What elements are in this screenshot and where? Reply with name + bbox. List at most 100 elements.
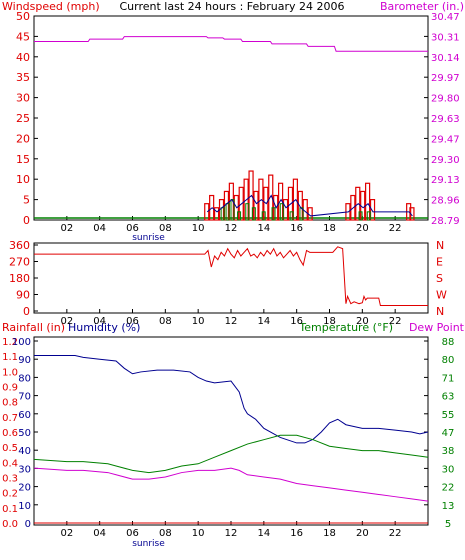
wind-ytick-label: 30 <box>16 92 30 105</box>
rain-ytick-label: 0.4 <box>2 458 18 469</box>
wind-green-bar <box>358 211 363 221</box>
humidity-ytick-label: 0 <box>25 519 31 530</box>
p3-xtick-label: 16 <box>290 528 303 539</box>
p3-xtick-label: 06 <box>126 528 139 539</box>
humidity-ytick-label: 40 <box>18 446 31 457</box>
wind-gust-bar <box>204 203 210 221</box>
baro-ytick-label: 29.13 <box>431 175 460 186</box>
wind-ytick-label: 0 <box>23 214 30 227</box>
wind-gust-bar <box>253 190 259 221</box>
compass-label: N <box>436 305 444 318</box>
temp-ytick-label: 63 <box>442 392 455 403</box>
panel2-plot: 0 N 90 W 180 S 270 E 360 N 02 04 06 08 10 12 14 16 18 20 22 <box>9 239 447 327</box>
p1-xtick-label: 12 <box>225 223 238 234</box>
wind-ytick-label: 20 <box>16 132 30 145</box>
temp-ytick-label: 5 <box>445 519 451 530</box>
p1-xtick-label: 18 <box>323 223 336 234</box>
p1-xtick-label: 08 <box>159 223 172 234</box>
humidity-ytick-label: 70 <box>18 392 31 403</box>
wind-green-bar <box>251 207 256 221</box>
wind-green-bar <box>279 203 284 221</box>
wind-gust-bar <box>209 194 215 221</box>
baro-ytick-label: 29.47 <box>431 134 460 145</box>
compass-label: W <box>436 289 447 302</box>
p3-xtick-label: 14 <box>257 528 270 539</box>
rain-ytick-label: 1.1 <box>2 352 18 363</box>
windspeed-label: Windspeed (mph) <box>2 0 100 13</box>
wind-gust-bar <box>355 186 361 221</box>
panel3-frame <box>33 336 429 526</box>
wind-ytick-label: 40 <box>16 51 30 64</box>
rainfall-label: Rainfall (in) <box>2 321 65 334</box>
wind-gust-bar <box>268 174 274 221</box>
baro-ytick-label: 30.47 <box>431 12 460 23</box>
temp-ytick-label: 71 <box>442 373 455 384</box>
wind-ytick-label: 45 <box>16 30 30 43</box>
baro-ytick-label: 29.63 <box>431 114 460 125</box>
p1-xtick-label: 04 <box>93 223 106 234</box>
p2-xtick-label: 16 <box>290 316 303 327</box>
dewpoint-line <box>33 467 429 502</box>
panel1-frame <box>33 15 429 221</box>
wind-green-bar <box>271 207 276 221</box>
p1-xtick-label: 10 <box>192 223 205 234</box>
p2-xtick-label: 02 <box>60 316 73 327</box>
humidity-ytick-label: 10 <box>18 501 31 512</box>
rain-ytick-label: 0.8 <box>2 398 18 409</box>
dir-ytick-label: 0 <box>23 305 30 318</box>
p1-xtick-label: 06 <box>126 223 139 234</box>
rain-ytick-label: 0.9 <box>2 383 18 394</box>
temp-ytick-label: 55 <box>442 410 455 421</box>
rain-ytick-label: 0.5 <box>2 443 18 454</box>
temperature-label: Temperature (°F) <box>298 321 393 334</box>
wind-gust-bar <box>238 186 244 221</box>
barometer-label: Barometer (in.) <box>380 0 464 13</box>
temp-ytick-label: 80 <box>442 355 455 366</box>
p2-xtick-label: 22 <box>389 316 402 327</box>
p2-xtick-label: 18 <box>323 316 336 327</box>
dir-ytick-label: 360 <box>9 239 30 252</box>
wind-gust-bar <box>248 170 254 221</box>
p3-xtick-label: 22 <box>389 528 402 539</box>
baro-ytick-label: 29.30 <box>431 155 460 166</box>
panel3-plot: 0.0 0.1 0.2 0.3 0.4 0.5 0.6 0.7 0.8 0.9 1.0 1.1 1.2 0… <box>2 337 454 549</box>
wind-gust-bar <box>409 207 415 221</box>
wind-gust-bar <box>282 199 289 221</box>
wind-ytick-label: 25 <box>16 112 30 125</box>
humidity-line <box>34 355 429 444</box>
temp-ytick-label: 22 <box>442 483 455 494</box>
rain-ytick-label: 0.0 <box>2 519 18 530</box>
p2-xtick-label: 06 <box>126 316 139 327</box>
p3-xtick-label: 10 <box>192 528 205 539</box>
humidity-label: Humidity (%) <box>68 321 140 334</box>
temp-ytick-label: 30 <box>442 464 455 475</box>
baro-ytick-label: 28.79 <box>431 216 460 227</box>
baro-ytick-label: 30.14 <box>431 53 460 64</box>
wind-ytick-label: 35 <box>16 71 30 84</box>
compass-label: E <box>436 256 443 269</box>
p1-xtick-label: 14 <box>257 223 270 234</box>
p2-xtick-label: 20 <box>356 316 369 327</box>
rain-ytick-label: 0.1 <box>2 504 18 515</box>
wind-gust-bar <box>369 199 376 221</box>
sunrise-label-3: sunrise <box>132 539 165 549</box>
sunrise-label-1: sunrise <box>132 233 165 243</box>
rain-ytick-label: 0.6 <box>2 428 18 439</box>
p2-xtick-label: 12 <box>225 316 238 327</box>
wind-green-bar <box>289 211 294 221</box>
temp-ytick-label: 88 <box>442 337 455 348</box>
rain-ytick-label: 0.7 <box>2 413 18 424</box>
wind-gust-bar <box>258 178 264 221</box>
p2-xtick-label: 10 <box>192 316 205 327</box>
p1-xtick-label: 20 <box>356 223 369 234</box>
humidity-ytick-label: 20 <box>18 483 31 494</box>
p2-xtick-label: 14 <box>257 316 270 327</box>
wind-gust-bar <box>213 207 220 221</box>
wind-ytick-label: 15 <box>16 153 30 166</box>
wind-gust-bar <box>350 194 356 221</box>
wind-ytick-label: 50 <box>16 10 30 23</box>
p2-xtick-label: 04 <box>93 316 106 327</box>
p1-xtick-label: 22 <box>389 223 402 234</box>
humidity-ytick-label: 30 <box>18 464 31 475</box>
